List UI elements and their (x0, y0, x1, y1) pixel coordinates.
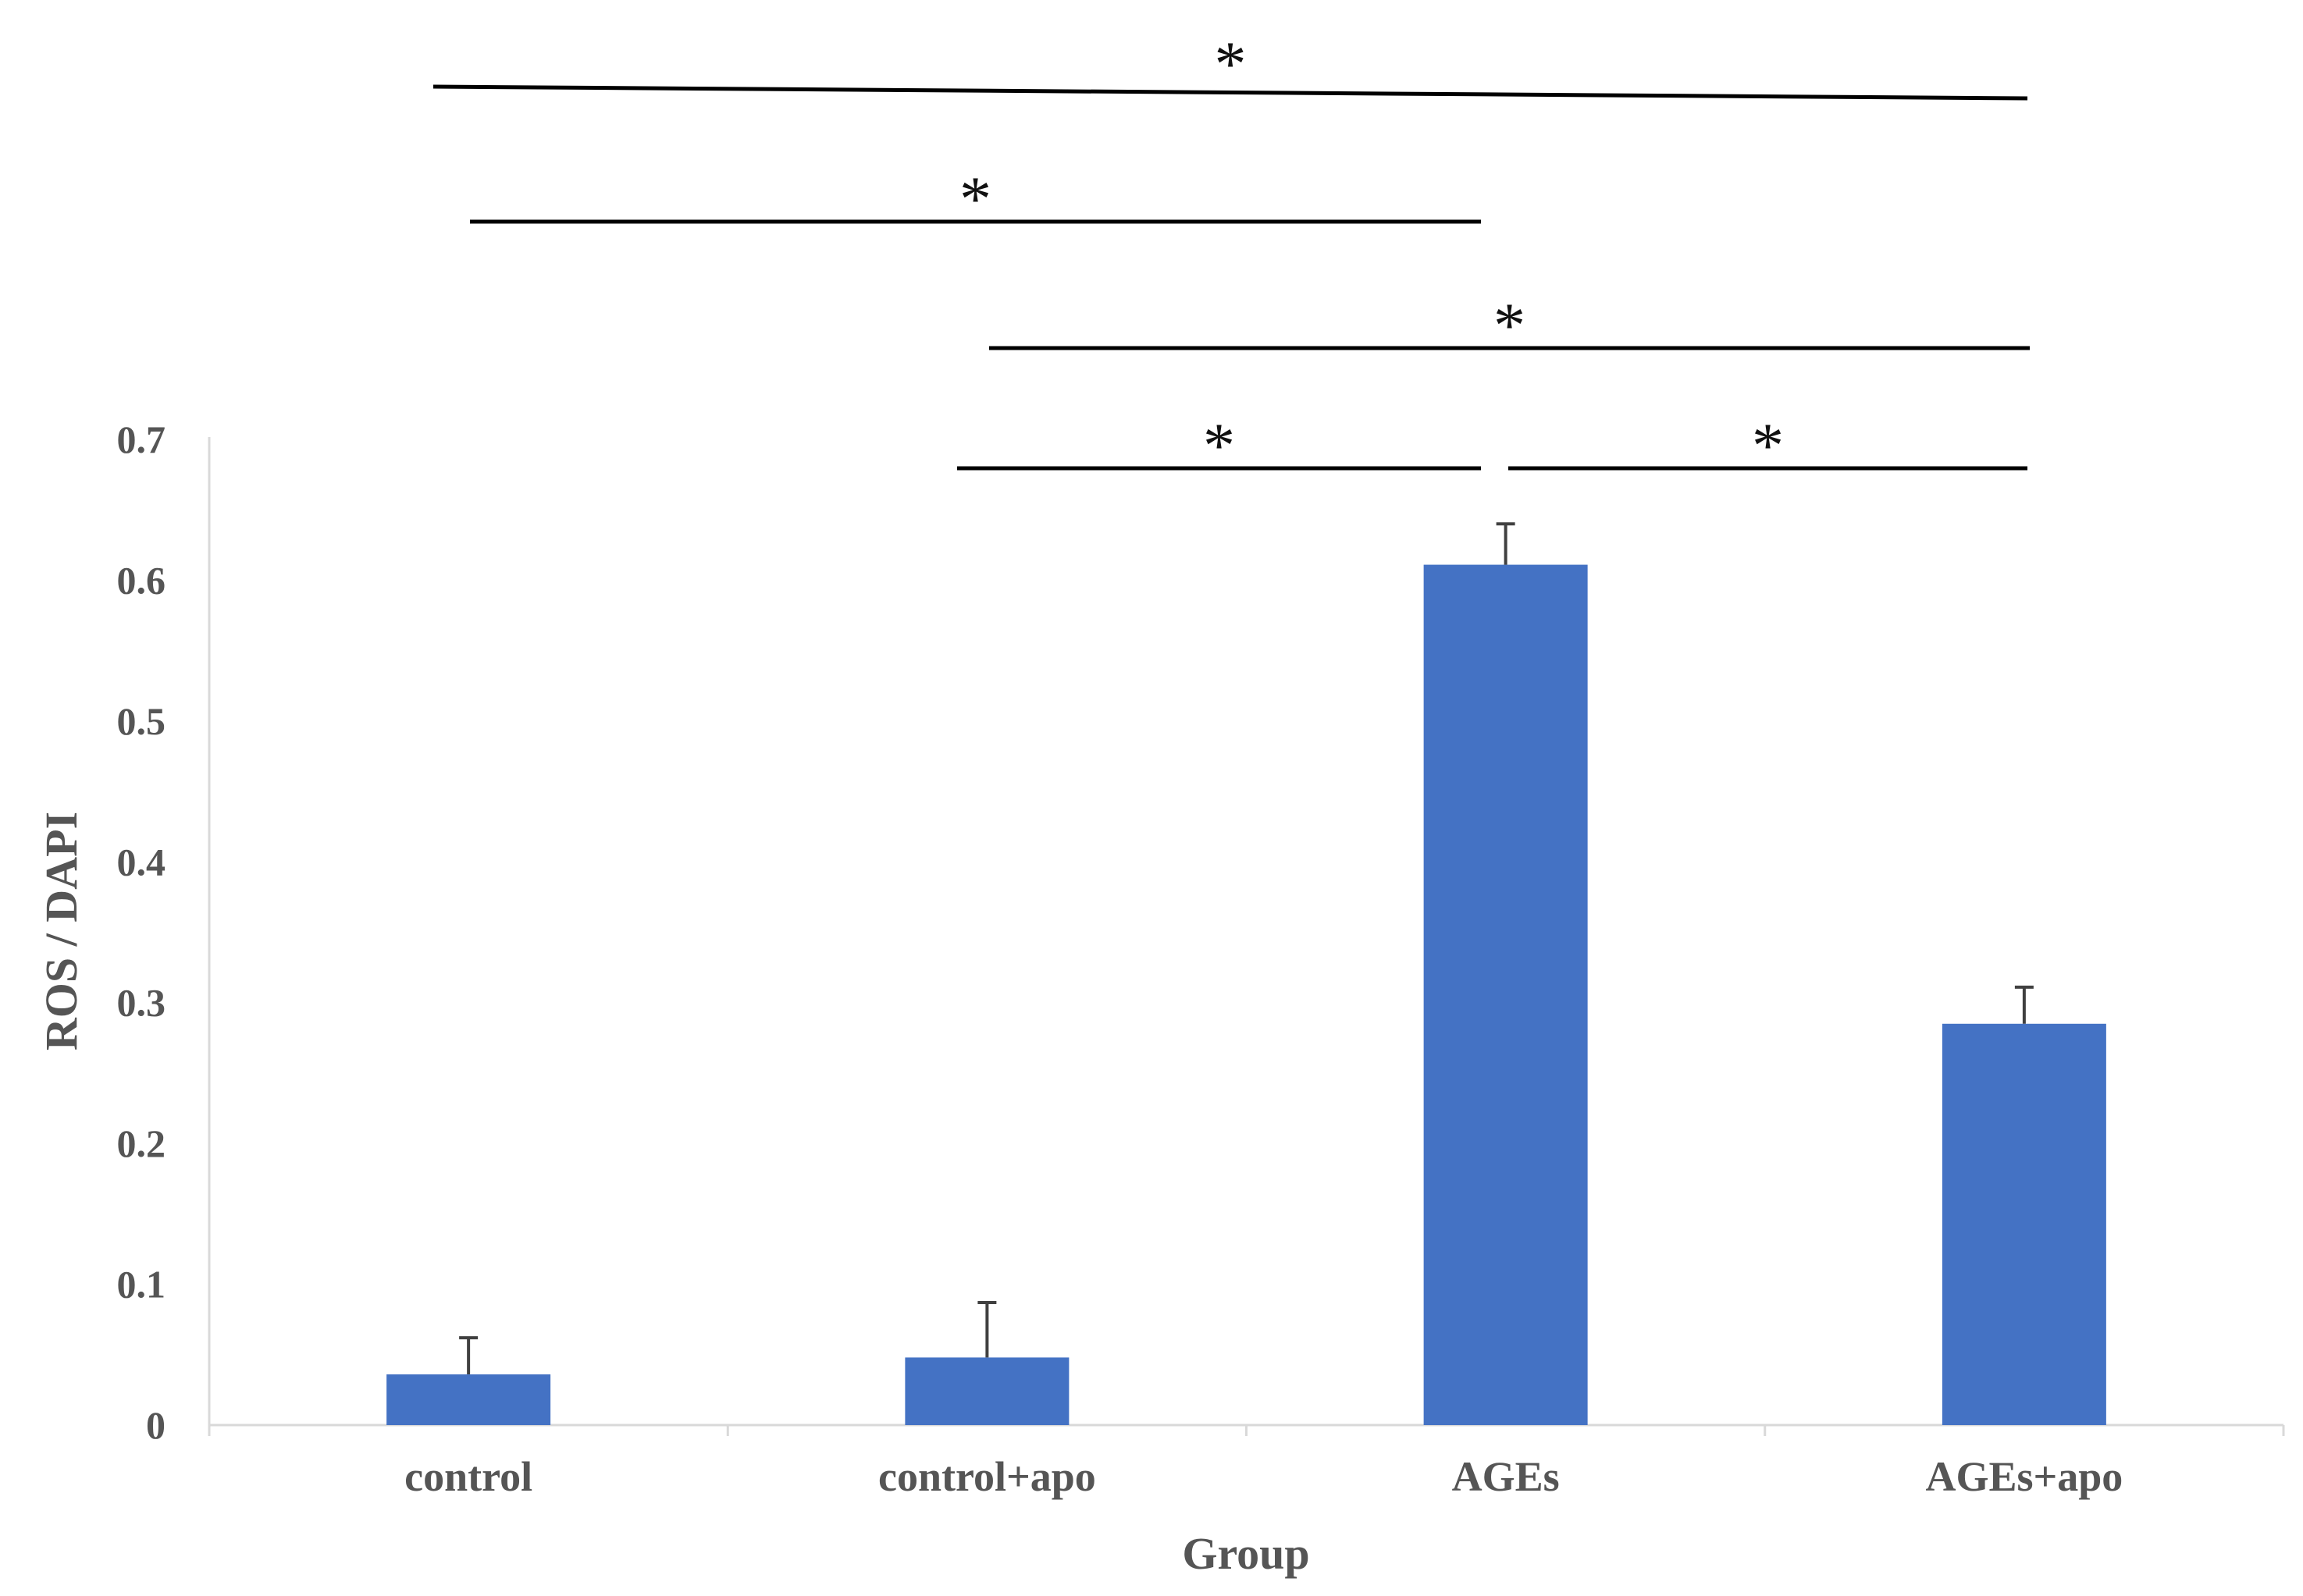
significance-star: * (1752, 410, 1784, 481)
x-axis-title: Group (1182, 1528, 1309, 1579)
error-bar (459, 1336, 479, 1375)
significance-bracket: * (989, 290, 2030, 361)
significance-star: * (1493, 290, 1525, 361)
bar-control (386, 1374, 551, 1425)
category-label: AGEs+apo (1925, 1453, 2123, 1500)
bar-ages-apo (1942, 1023, 2106, 1425)
significance-star: * (1215, 28, 1247, 99)
significance-bracket: * (1508, 410, 2027, 481)
error-bars (459, 522, 2034, 1375)
category-label: control (404, 1453, 532, 1500)
bar-control-apo (905, 1357, 1070, 1425)
significance-bracket: * (957, 410, 1481, 481)
error-bar (1496, 522, 1515, 565)
x-tick-marks (208, 1425, 2285, 1436)
y-tick-label: 0.1 (117, 1263, 166, 1306)
significance-bracket: * (470, 163, 1481, 234)
y-tick-labels: 0 0.1 0.2 0.3 0.4 0.5 0.6 0.7 (117, 418, 166, 1447)
bar-ages (1423, 564, 1588, 1425)
y-tick-label: 0.4 (117, 840, 166, 883)
significance-star: * (959, 163, 991, 234)
bars (386, 564, 2106, 1425)
y-tick-label: 0.6 (117, 558, 166, 602)
category-labels: control control+apo AGEs AGEs+apo (404, 1453, 2123, 1500)
significance-star: * (1203, 410, 1235, 481)
y-tick-label: 0.3 (117, 981, 166, 1025)
category-label: control+apo (878, 1453, 1096, 1500)
y-tick-label: 0.7 (117, 418, 166, 461)
significance-brackets: * * * * * (432, 28, 2030, 481)
y-tick-label: 0.5 (117, 699, 166, 743)
error-bar (2014, 985, 2034, 1024)
error-bar (977, 1301, 997, 1358)
y-tick-label: 0.2 (117, 1121, 166, 1165)
category-label: AGEs (1452, 1453, 1560, 1500)
y-axis-title: ROS / DAPI (36, 812, 87, 1050)
significance-bracket: * (432, 28, 2028, 101)
y-tick-label: 0 (146, 1403, 166, 1447)
